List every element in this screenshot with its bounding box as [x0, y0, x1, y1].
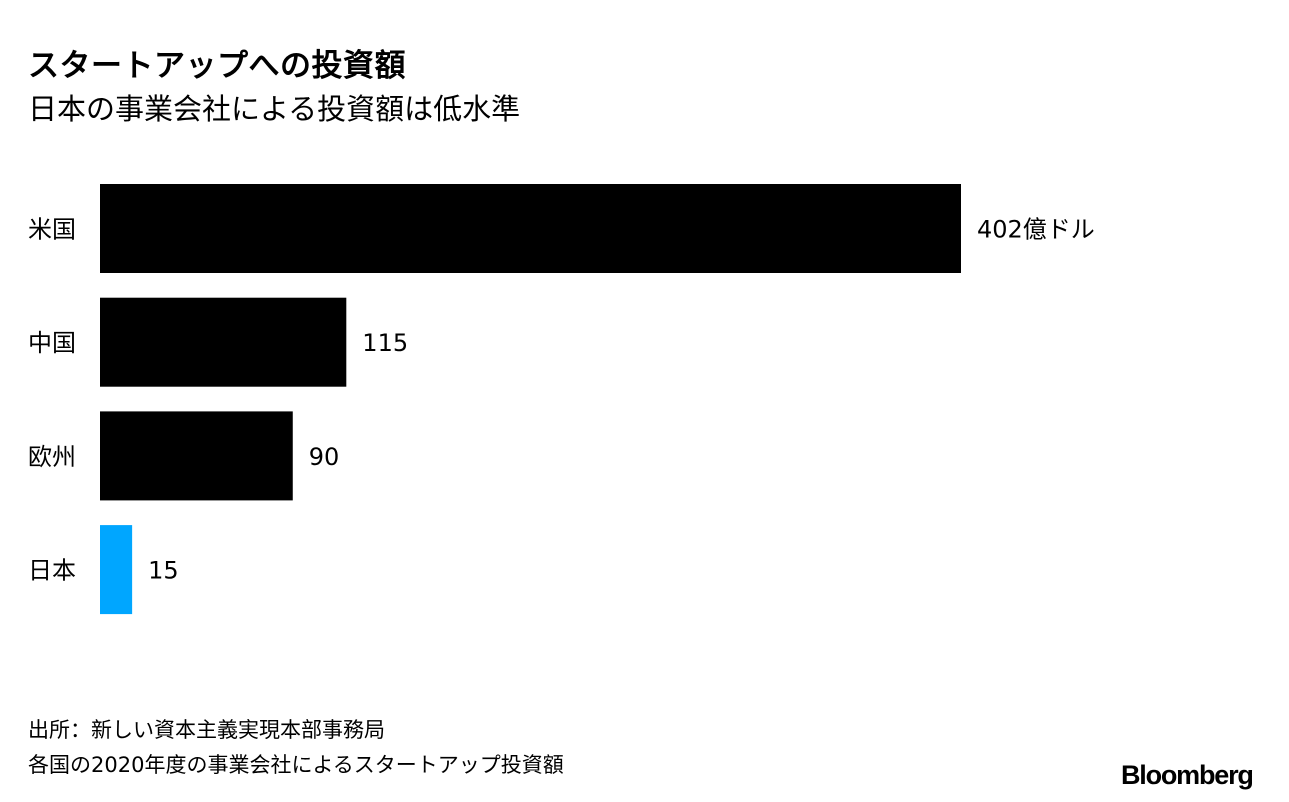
footnote: 各国の2020年度の事業会社によるスタートアップ投資額	[28, 753, 564, 777]
value-label: 115	[362, 329, 408, 357]
category-label: 中国	[28, 329, 76, 357]
value-label: 15	[148, 557, 179, 585]
bar-0	[100, 184, 961, 273]
source-note: 出所：新しい資本主義実現本部事務局	[28, 718, 385, 742]
bloomberg-logo: Bloomberg	[1121, 760, 1254, 790]
chart-subtitle: 日本の事業会社による投資額は低水準	[28, 92, 521, 126]
bar-3	[100, 525, 133, 615]
value-label: 90	[309, 443, 340, 471]
category-label: 欧州	[28, 443, 76, 471]
category-label: 日本	[28, 557, 76, 585]
bar-1	[100, 297, 347, 387]
chart-title: スタートアップへの投資額	[28, 48, 406, 84]
value-label: 402億ドル	[977, 216, 1095, 244]
bar-2	[100, 411, 293, 501]
category-label: 米国	[28, 216, 76, 244]
